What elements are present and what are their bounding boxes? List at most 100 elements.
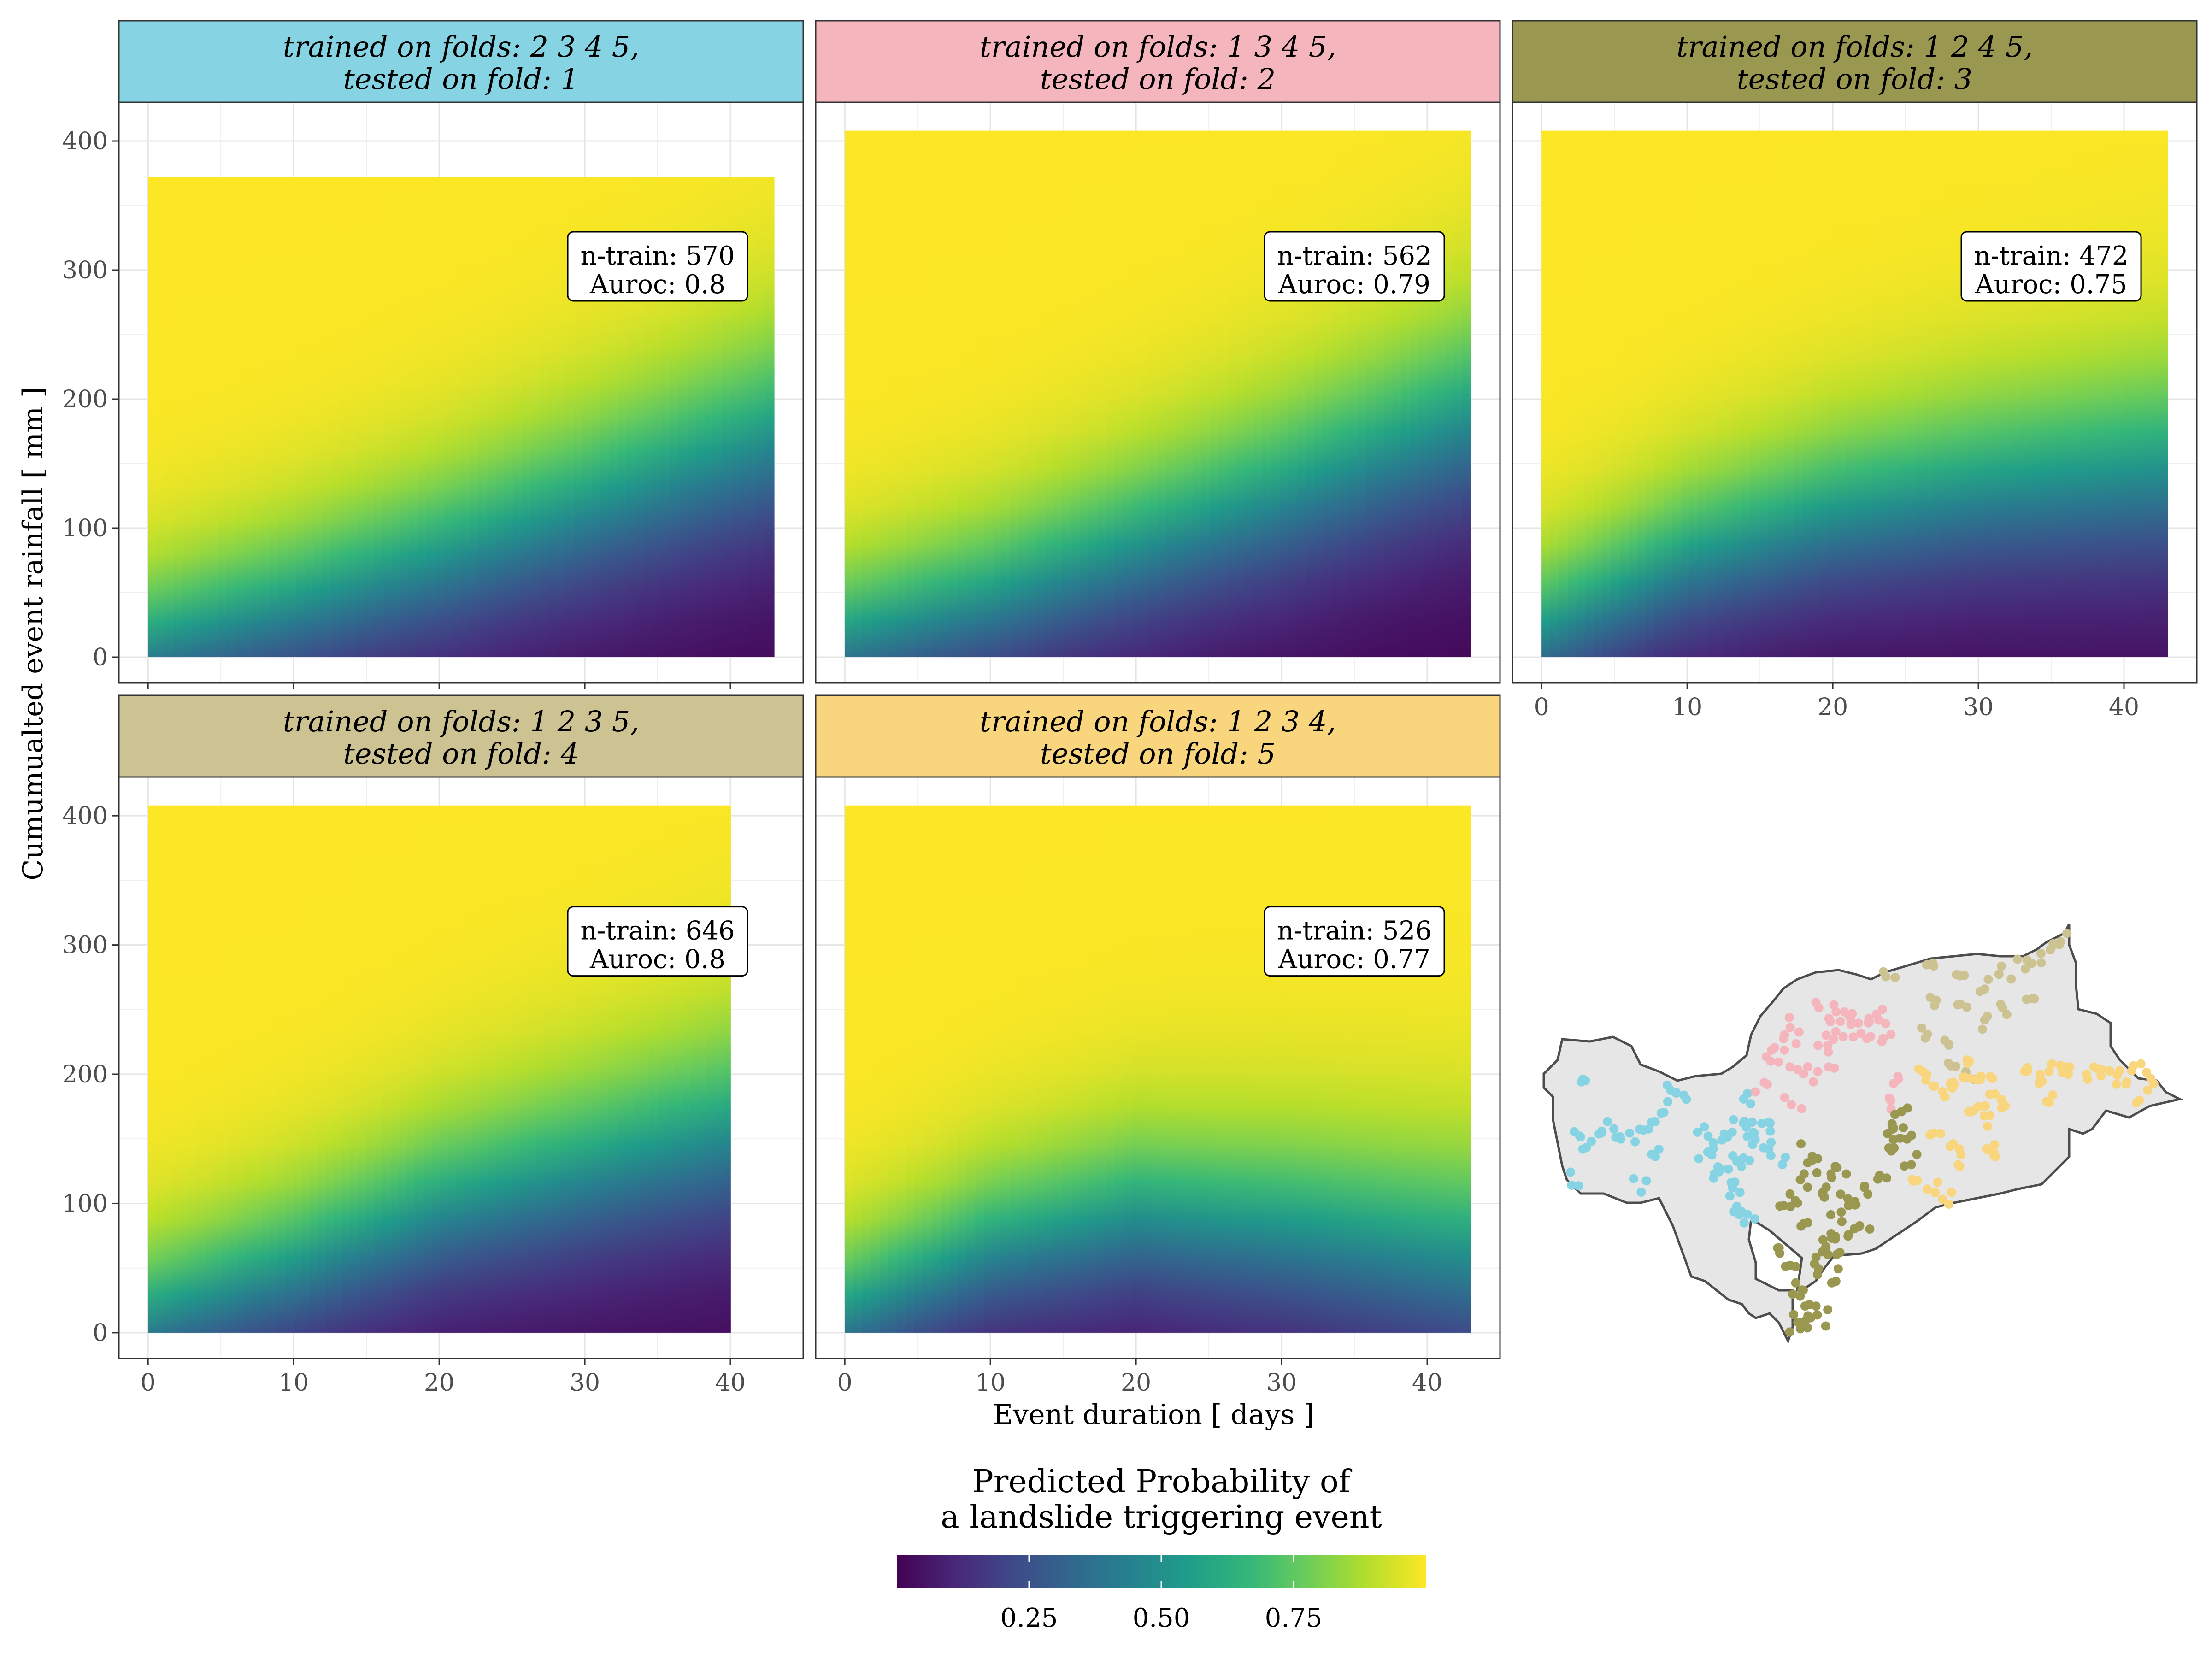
heatmap-cell (313, 177, 323, 657)
heatmap-cell (1314, 805, 1324, 1333)
heatmap-cell (2063, 130, 2073, 658)
heatmap-cell (1854, 130, 1864, 658)
heatmap-cell (188, 805, 197, 1333)
heatmap-cell (374, 805, 383, 1333)
landslide-point (1884, 1093, 1894, 1103)
landslide-point (1983, 1144, 1992, 1153)
heatmap-cell (931, 805, 941, 1333)
heatmap-cell (1131, 130, 1141, 658)
heatmap-cell (1158, 130, 1167, 658)
strip-line2: tested on fold: 3 (1737, 62, 1972, 96)
landslide-point (1746, 1099, 1755, 1109)
landslide-point (1707, 1150, 1717, 1160)
heatmap-cell (294, 805, 302, 1333)
heatmap-cell (1201, 130, 1211, 658)
heatmap-cell (641, 805, 650, 1333)
strip-line1: trained on folds: 1 2 3 4, (980, 705, 1336, 738)
heatmap-cell (2098, 130, 2107, 658)
heatmap-cell (1445, 805, 1454, 1333)
landslide-point (2136, 1059, 2146, 1069)
heatmap-cell (862, 130, 871, 658)
landslide-point (2002, 1010, 2012, 1019)
facet-panel-1: trained on folds: 2 3 4 5,tested on fold… (62, 20, 804, 721)
landslide-point (1988, 1150, 1998, 1159)
landslide-point (1890, 1110, 1900, 1119)
strip-line2: tested on fold: 4 (343, 737, 579, 771)
heatmap-cell (706, 805, 715, 1333)
heatmap-cell (1279, 805, 1289, 1333)
heatmap-cell (1358, 130, 1367, 658)
heatmap-cell (923, 130, 932, 658)
strip-line1: trained on folds: 1 2 3 5, (283, 705, 639, 738)
landslide-point (1818, 1235, 1828, 1245)
x-tick-label: 10 (1672, 694, 1702, 721)
heatmap-cell (1010, 130, 1019, 658)
heatmap-cell (270, 177, 279, 657)
landslide-point (1983, 975, 1993, 984)
landslide-point (1930, 1188, 1940, 1198)
landslide-point (1983, 1121, 1993, 1131)
heatmap-cell (2133, 130, 2142, 658)
landslide-point (2012, 954, 2022, 964)
landslide-point (1647, 1117, 1657, 1127)
landslide-point (1912, 1176, 1922, 1185)
landslide-point (1635, 1124, 1645, 1134)
heatmap-cell (1166, 130, 1176, 658)
heatmap-cell (447, 805, 456, 1333)
heatmap-cell (1271, 130, 1280, 658)
heatmap-cell (390, 805, 400, 1333)
landslide-point (1729, 1115, 1738, 1124)
heatmap-cell (156, 805, 165, 1333)
landslide-point (1922, 960, 1931, 970)
heatmap-cell (609, 805, 618, 1333)
heatmap-cell (1184, 130, 1193, 658)
landslide-point (1997, 1095, 2006, 1105)
heatmap-cell (2002, 130, 2012, 658)
heatmap-cell (520, 805, 529, 1333)
landslide-point (1813, 1041, 1823, 1050)
facet-panel-3: trained on folds: 1 2 4 5,tested on fold… (1512, 20, 2198, 721)
landslide-point (1750, 1214, 1759, 1224)
landslide-point (1945, 1141, 1955, 1151)
landslide-point (1785, 1023, 1795, 1032)
heatmap-cell (2150, 130, 2159, 658)
landslide-point (1826, 1210, 1835, 1219)
heatmap-cell (1427, 130, 1437, 658)
landslide-point (1737, 1161, 1747, 1171)
x-tick-label: 40 (2109, 694, 2139, 721)
heatmap-cell (295, 177, 305, 657)
facet-strip (815, 694, 1501, 778)
heatmap-cell (1384, 130, 1393, 658)
heatmap-cell (391, 177, 401, 657)
heatmap-cell (539, 177, 548, 657)
heatmap-cell (245, 805, 254, 1333)
heatmap-cell (649, 805, 658, 1333)
heatmap-cell (1401, 130, 1411, 658)
heatmap-cell (334, 805, 343, 1333)
heatmap-cell (593, 805, 601, 1333)
y-tick-label: 400 (62, 802, 108, 830)
landslide-point (1644, 1124, 1653, 1134)
y-tick-label: 0 (93, 1319, 108, 1347)
heatmap-cell (1236, 805, 1245, 1333)
heatmap-cell (1271, 805, 1280, 1333)
landslide-point (1694, 1154, 1704, 1164)
heatmap-cell (1994, 130, 2003, 658)
landslide-point (2121, 1079, 2131, 1089)
landslide-point (1856, 1029, 1866, 1038)
landslide-point (1933, 1177, 1942, 1187)
heatmap-cell (1689, 130, 1699, 658)
landslide-point (1912, 1150, 1922, 1159)
facet-panel-2: trained on folds: 1 3 4 5,tested on fold… (815, 20, 1501, 684)
landslide-point (1796, 1139, 1806, 1149)
heatmap-cell (1906, 130, 1916, 658)
heatmap-cell (1071, 130, 1080, 658)
heatmap-cell (714, 805, 723, 1333)
facet-panels: trained on folds: 2 3 4 5,tested on fold… (62, 20, 2198, 1397)
landslide-point (1902, 1134, 1912, 1144)
landslide-point (1795, 1324, 1805, 1334)
landslide-point (1575, 1131, 1584, 1141)
landslide-point (2055, 1060, 2065, 1070)
landslide-point (1810, 1259, 1819, 1269)
x-tick-label: 20 (424, 1369, 454, 1397)
